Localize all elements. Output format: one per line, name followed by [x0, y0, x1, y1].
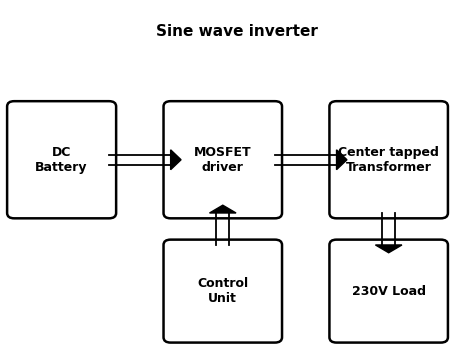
Polygon shape: [375, 245, 402, 253]
Text: Center tapped
Transformer: Center tapped Transformer: [338, 146, 439, 174]
Text: 230V Load: 230V Load: [352, 285, 426, 297]
FancyBboxPatch shape: [164, 240, 282, 343]
Text: MOSFET
driver: MOSFET driver: [194, 146, 252, 174]
FancyBboxPatch shape: [164, 101, 282, 218]
FancyBboxPatch shape: [7, 101, 116, 218]
FancyBboxPatch shape: [329, 240, 448, 343]
Text: DC
Battery: DC Battery: [36, 146, 88, 174]
Polygon shape: [171, 150, 181, 170]
Text: Control
Unit: Control Unit: [197, 277, 248, 305]
FancyBboxPatch shape: [329, 101, 448, 218]
Text: Sine wave inverter: Sine wave inverter: [156, 24, 318, 39]
Polygon shape: [337, 150, 347, 170]
Polygon shape: [210, 205, 236, 213]
